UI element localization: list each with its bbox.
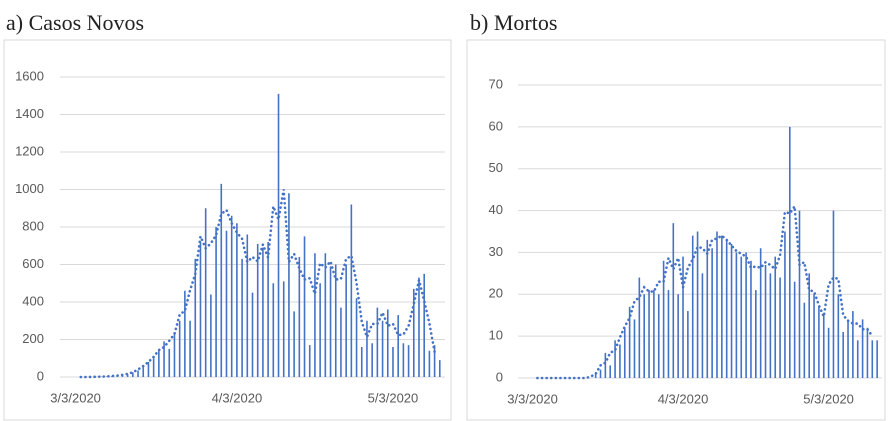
x-tick-label: 4/3/2020 (212, 390, 263, 405)
trend-line (536, 202, 874, 380)
x-tick-label: 3/3/2020 (507, 391, 558, 406)
y-tick-label: 70 (489, 76, 503, 91)
y-tick-label: 0 (496, 369, 503, 384)
y-tick-label: 40 (489, 202, 503, 217)
x-tick-label: 5/3/2020 (368, 390, 419, 405)
y-tick-label: 10 (489, 328, 503, 343)
y-tick-label: 60 (489, 118, 503, 133)
x-tick-label: 3/3/2020 (50, 390, 101, 405)
chart-title: a) Casos Novos (6, 10, 144, 35)
y-tick-label: 1000 (15, 181, 44, 196)
y-tick-label: 50 (489, 160, 503, 175)
trend-line (79, 189, 436, 379)
y-tick-label: 800 (22, 218, 44, 233)
y-tick-label: 1200 (15, 143, 44, 158)
x-tick-label: 5/3/2020 (803, 391, 854, 406)
x-tick-label: 4/3/2020 (658, 391, 709, 406)
y-tick-label: 200 (22, 331, 44, 346)
y-tick-label: 20 (489, 286, 503, 301)
chart-title: b) Mortos (470, 10, 557, 35)
panel-frame (3, 39, 452, 421)
y-tick-label: 1400 (15, 106, 44, 121)
panel-frame (466, 39, 886, 421)
y-tick-label: 30 (489, 244, 503, 259)
y-tick-label: 600 (22, 256, 44, 271)
y-tick-label: 0 (37, 368, 44, 383)
y-tick-label: 400 (22, 293, 44, 308)
y-tick-label: 1600 (15, 68, 44, 83)
